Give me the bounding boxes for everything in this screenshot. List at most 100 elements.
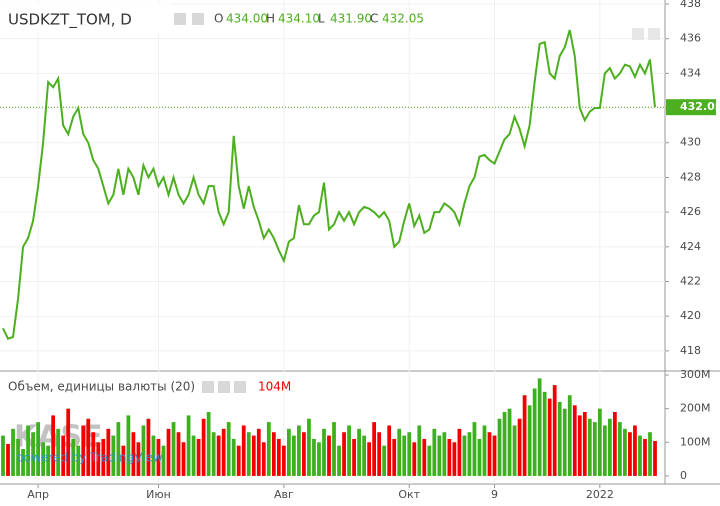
volume-bar: [171, 422, 176, 476]
pane-button[interactable]: [648, 28, 660, 40]
y-tick-label: 100M: [680, 435, 711, 448]
x-tick-label: Окт: [398, 488, 420, 501]
chart-title: USDKZT_TOM, D: [8, 11, 132, 30]
volume-bar: [643, 438, 647, 476]
volume-bar: [226, 422, 231, 476]
volume-bar: [417, 425, 422, 476]
y-tick-label: 424: [680, 240, 701, 253]
volume-bar: [81, 425, 86, 476]
volume-bar: [36, 422, 40, 476]
volume-bar: [21, 449, 25, 476]
volume-bar: [76, 445, 81, 476]
header-bg: [0, 3, 170, 33]
volume-bar: [292, 435, 296, 476]
volume-bar: [196, 438, 201, 476]
y-tick-label: 418: [680, 344, 701, 357]
volume-bar: [497, 418, 502, 476]
volume-bar: [261, 442, 266, 476]
volume-bar: [181, 442, 186, 476]
volume-bar: [151, 435, 156, 476]
volume-bar: [612, 412, 617, 476]
volume-bar: [337, 445, 341, 476]
pane-button[interactable]: [632, 28, 644, 40]
x-tick-label: Апр: [27, 488, 49, 501]
volume-bar: [587, 418, 592, 476]
volume-bar: [11, 428, 15, 476]
volume-bar: [557, 401, 562, 476]
volume-bar: [472, 422, 477, 476]
volume-bar: [1, 435, 5, 476]
volume-bar: [347, 425, 351, 476]
volume-bar: [66, 408, 71, 476]
volume-bar: [56, 428, 61, 476]
volume-bar: [16, 438, 20, 476]
volume-bar: [51, 415, 56, 476]
volume-bar: [382, 445, 387, 476]
volume-bar: [276, 438, 281, 476]
volume-bar: [312, 438, 316, 476]
volume-bar: [552, 385, 557, 476]
volume-bar: [512, 425, 517, 476]
y-tick-label: 428: [680, 170, 701, 183]
volume-bar: [597, 408, 602, 476]
volume-bar: [482, 425, 487, 476]
volume-bar: [547, 398, 552, 476]
volume-bar: [492, 435, 497, 476]
x-tick-label: 9: [491, 488, 498, 501]
volume-bar: [522, 395, 527, 476]
volume-bar: [437, 435, 442, 476]
volume-bar: [271, 432, 276, 476]
y-tick-label: 438: [680, 0, 701, 10]
volume-bar: [532, 388, 537, 476]
volume-bar: [302, 432, 306, 476]
volume-bar: [206, 412, 211, 476]
remove-icon[interactable]: [234, 381, 246, 393]
volume-bar: [367, 442, 372, 476]
volume-bar: [628, 432, 632, 476]
settings-icon[interactable]: [192, 13, 204, 25]
last-price-box: [666, 99, 716, 116]
volume-bar: [618, 422, 622, 476]
y-tick-label: 434: [680, 66, 701, 79]
y-tick-label: 300M: [680, 368, 711, 381]
volume-bar: [176, 432, 181, 476]
y-tick-label: 422: [680, 275, 701, 288]
x-tick-label: Авг: [274, 488, 294, 501]
volume-bar: [106, 428, 111, 476]
volume-bar: [342, 432, 346, 476]
volume-bar: [111, 435, 116, 476]
volume-bar: [121, 445, 126, 476]
ohlc-label: C: [370, 12, 378, 26]
volume-bar: [6, 443, 10, 476]
ohlc-value: 432.05: [382, 12, 424, 26]
volume-bar: [477, 438, 482, 476]
volume-bar: [623, 428, 627, 476]
volume-bar: [236, 445, 241, 476]
volume-bar: [442, 432, 447, 476]
volume-bar: [96, 442, 101, 476]
volume-value: 104M: [258, 380, 291, 394]
volume-bar: [582, 412, 587, 476]
volume-bar: [266, 422, 271, 476]
settings-icon[interactable]: [218, 381, 230, 393]
volume-bar: [648, 432, 652, 476]
volume-bar: [71, 438, 76, 476]
volume-bar: [327, 435, 331, 476]
volume-bar: [101, 438, 106, 476]
volume-bar: [407, 432, 412, 476]
y-tick-label: 436: [680, 32, 701, 45]
volume-bar: [362, 435, 366, 476]
volume-bar: [392, 438, 397, 476]
volume-bar: [186, 415, 191, 476]
volume-bar: [352, 438, 356, 476]
eye-icon[interactable]: [202, 381, 214, 393]
volume-bar: [31, 432, 35, 476]
volume-bar: [156, 438, 161, 476]
volume-bar: [211, 432, 216, 476]
watermark: powered by TradingView: [16, 451, 163, 465]
eye-icon[interactable]: [174, 13, 186, 25]
volume-bar: [286, 428, 291, 476]
ohlc-label: O: [214, 12, 223, 26]
volume-bar: [542, 391, 547, 476]
